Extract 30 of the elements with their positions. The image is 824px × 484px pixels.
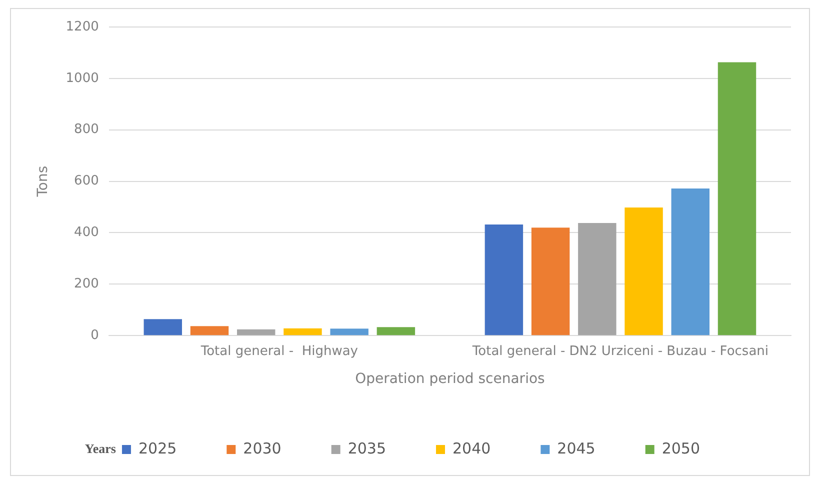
bar bbox=[144, 319, 182, 336]
legend-label: 2035 bbox=[348, 439, 386, 458]
bar bbox=[624, 208, 663, 336]
x-tick-label: Total general - Highway bbox=[200, 344, 358, 359]
y-tick-label: 0 bbox=[90, 328, 99, 343]
legend-title: Years bbox=[84, 440, 116, 456]
bar bbox=[718, 62, 756, 336]
bar bbox=[190, 326, 229, 336]
bar bbox=[531, 228, 570, 336]
bar bbox=[330, 328, 368, 336]
legend-label: 2045 bbox=[557, 439, 596, 458]
x-tick-label: Total general - DN2 Urziceni - Buzau - Focsani bbox=[471, 344, 769, 359]
bar bbox=[578, 222, 616, 336]
legend-label: 2030 bbox=[243, 439, 282, 458]
legend-label: 2040 bbox=[452, 439, 491, 458]
legend-label: 2025 bbox=[138, 439, 177, 458]
x-axis-title: Operation period scenarios bbox=[355, 371, 545, 388]
y-tick-label: 800 bbox=[74, 122, 99, 138]
bar bbox=[236, 329, 276, 336]
legend-label: 2050 bbox=[662, 439, 700, 458]
y-tick-label: 600 bbox=[74, 174, 99, 189]
bar bbox=[484, 224, 524, 336]
y-tick-label: 1000 bbox=[66, 70, 99, 86]
bar bbox=[671, 188, 710, 336]
y-axis-title: Tons bbox=[35, 166, 52, 198]
y-tick-label: 400 bbox=[74, 225, 99, 240]
y-tick-label: 200 bbox=[74, 276, 99, 292]
y-tick-label: 1200 bbox=[66, 19, 99, 34]
bar bbox=[284, 328, 322, 336]
bar bbox=[376, 327, 416, 336]
